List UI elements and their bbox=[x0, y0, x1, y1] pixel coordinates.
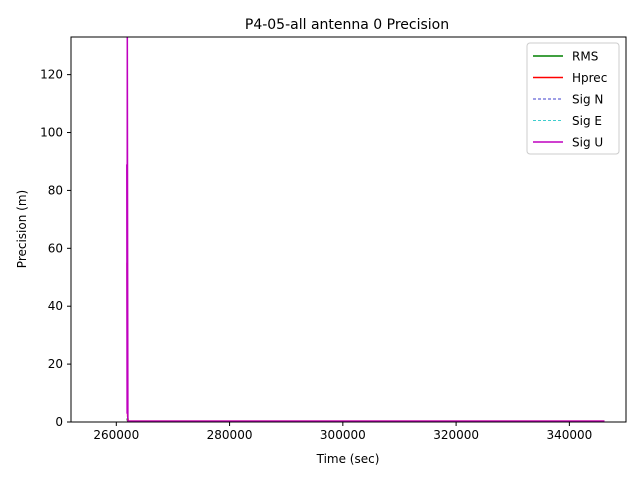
series-line-sig-e bbox=[126, 311, 605, 422]
x-axis: 260000 280000 300000 320000 340000 bbox=[93, 422, 592, 442]
y-tick-label: 80 bbox=[48, 183, 63, 197]
legend-frame bbox=[526, 42, 620, 155]
x-axis-label: Time (sec) bbox=[316, 452, 380, 466]
x-tick-label: 300000 bbox=[320, 428, 366, 442]
series-line-sig-n bbox=[126, 306, 605, 422]
y-tick-label: 100 bbox=[40, 126, 63, 140]
x-tick-label: 280000 bbox=[207, 428, 253, 442]
x-tick-label: 320000 bbox=[433, 428, 479, 442]
legend-label: Hprec bbox=[572, 71, 607, 85]
legend-label: Sig U bbox=[572, 136, 603, 150]
y-tick-label: 20 bbox=[48, 357, 63, 371]
y-axis-label: Precision (m) bbox=[15, 190, 29, 268]
y-tick-label: 40 bbox=[48, 299, 63, 313]
series-line-sig-u bbox=[126, 37, 605, 422]
legend-label: RMS bbox=[572, 50, 598, 64]
legend-label: Sig E bbox=[572, 114, 602, 128]
plot-frame bbox=[70, 36, 627, 423]
y-tick-label: 120 bbox=[40, 68, 63, 82]
legend-label: Sig N bbox=[572, 93, 603, 107]
series-line-hprec bbox=[126, 262, 605, 422]
y-tick-label: 0 bbox=[55, 415, 63, 429]
y-axis: 0 20 40 60 80 100 120 bbox=[40, 68, 71, 429]
legend: RMS Hprec Sig N Sig E Sig U bbox=[526, 42, 620, 155]
chart-title: P4-05-all antenna 0 Precision bbox=[245, 17, 449, 33]
x-tick-label: 260000 bbox=[93, 428, 139, 442]
series-layer bbox=[126, 37, 605, 422]
y-tick-label: 60 bbox=[48, 241, 63, 255]
x-tick-label: 340000 bbox=[546, 428, 592, 442]
